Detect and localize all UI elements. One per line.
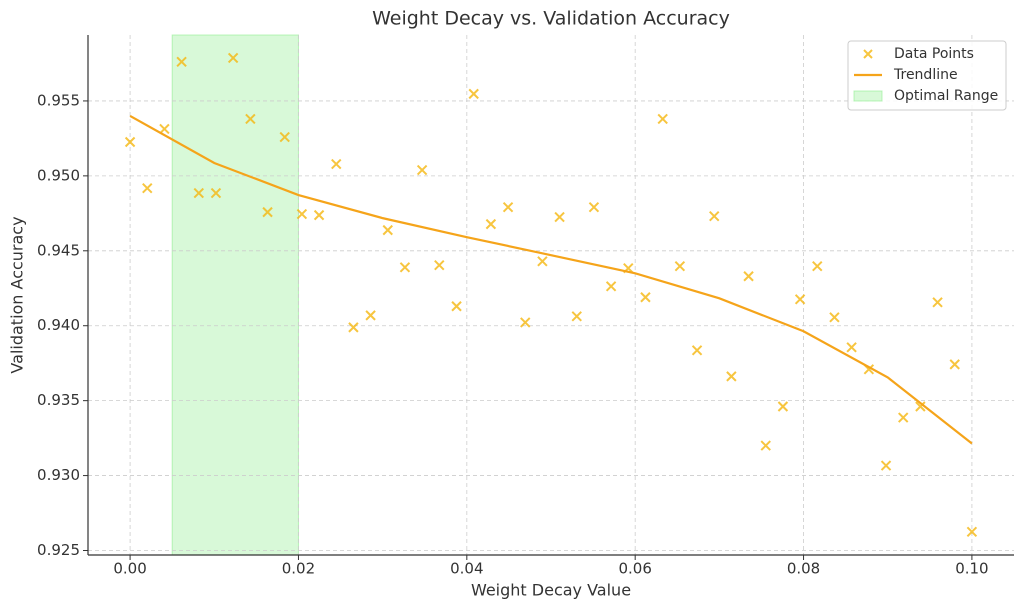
data-point: [142, 182, 153, 194]
chart-title: Weight Decay vs. Validation Accuracy: [372, 8, 730, 30]
data-point: [193, 187, 204, 199]
data-point: [434, 259, 445, 271]
data-point: [502, 201, 514, 213]
legend-box: [847, 40, 1007, 111]
y-tick-label: 0.935: [37, 391, 80, 409]
x-tick-label: 0.04: [450, 560, 483, 578]
data-point: [571, 311, 582, 322]
legend-marker: [863, 49, 873, 59]
data-point: [537, 256, 548, 267]
data-point: [159, 123, 170, 135]
legend-label: Trendline: [893, 67, 958, 83]
data-point: [949, 359, 960, 370]
data-point: [709, 210, 720, 222]
data-point: [588, 201, 600, 213]
data-point: [777, 401, 789, 412]
x-axis-label: Weight Decay Value: [471, 581, 631, 600]
data-point: [915, 401, 926, 412]
x-tick-label: 0.10: [955, 560, 988, 578]
data-point: [331, 158, 342, 170]
data-point: [520, 317, 531, 328]
data-point: [846, 342, 857, 353]
data-point: [451, 301, 462, 312]
data-point: [932, 297, 943, 308]
data-point: [657, 113, 668, 125]
data-point: [605, 281, 617, 292]
x-tick-label: 0.08: [787, 560, 820, 578]
y-tick-label: 0.945: [37, 241, 80, 259]
data-point: [210, 187, 222, 199]
data-point: [245, 113, 256, 125]
data-point: [743, 271, 754, 282]
data-point: [812, 261, 823, 272]
data-point: [898, 412, 909, 423]
data-point: [485, 218, 497, 230]
optimal-range: [171, 34, 299, 556]
data-point: [124, 136, 136, 148]
data-point: [880, 460, 892, 471]
data-point: [399, 262, 411, 273]
data-point: [176, 56, 187, 68]
data-point: [640, 292, 651, 303]
data-point: [296, 208, 308, 220]
y-tick-label: 0.940: [37, 316, 80, 334]
data-point: [227, 52, 239, 64]
legend-label: Data Points: [894, 46, 974, 62]
data-point: [468, 88, 479, 100]
x-tick-label: 0.02: [282, 560, 315, 578]
data-point: [674, 261, 686, 272]
data-point: [829, 312, 840, 323]
legend-label: Optimal Range: [894, 88, 998, 104]
y-axis-label: Validation Accuracy: [8, 216, 27, 373]
x-tick-label: 0.06: [618, 560, 651, 578]
data-point: [794, 294, 806, 305]
data-point: [262, 206, 273, 218]
data-point: [365, 310, 376, 321]
data-point: [382, 224, 393, 236]
data-point: [760, 440, 771, 451]
data-point: [279, 131, 290, 143]
data-point: [348, 322, 359, 333]
data-point: [416, 164, 428, 176]
trendline: [129, 114, 973, 445]
data-point: [554, 211, 565, 223]
y-tick-label: 0.930: [37, 466, 80, 484]
data-point: [966, 526, 978, 537]
data-point: [691, 345, 703, 356]
x-tick-label: 0.00: [113, 560, 146, 578]
y-tick-label: 0.955: [37, 91, 80, 109]
legend-marker: [853, 90, 883, 102]
y-tick-label: 0.925: [37, 541, 80, 559]
data-point: [313, 209, 325, 221]
data-point: [726, 371, 737, 382]
y-tick-label: 0.950: [37, 166, 80, 184]
